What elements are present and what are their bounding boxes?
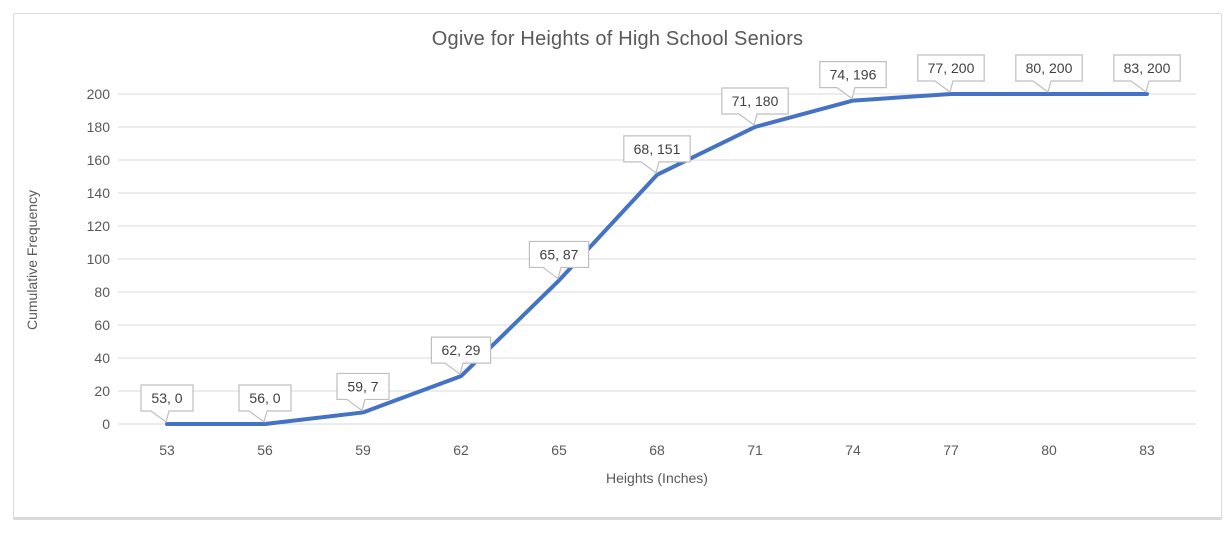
data-label-callout	[819, 61, 887, 100]
y-tick-label: 0	[102, 416, 110, 432]
data-label-text: 77, 200	[928, 60, 975, 76]
data-label-text: 62, 29	[442, 342, 481, 358]
data-label-callout	[238, 384, 292, 424]
x-axis-title: Heights (Inches)	[606, 470, 708, 486]
data-label-callout	[1113, 54, 1181, 94]
x-tick-label: 59	[355, 442, 371, 458]
x-tick-label: 77	[943, 442, 959, 458]
data-label-text: 56, 0	[249, 390, 280, 406]
data-label-text: 59, 7	[347, 378, 378, 394]
x-tick-label: 68	[649, 442, 665, 458]
data-label-callout	[430, 336, 492, 376]
data-label-callout	[1015, 54, 1083, 94]
x-tick-label: 71	[747, 442, 763, 458]
data-label-text: 83, 200	[1124, 60, 1171, 76]
x-tick-label: 53	[159, 442, 175, 458]
data-label-callout	[721, 87, 789, 127]
y-tick-label: 200	[87, 86, 111, 102]
data-label-text: 74, 196	[830, 67, 877, 83]
y-tick-label: 180	[87, 119, 111, 135]
y-tick-label: 140	[87, 185, 111, 201]
y-tick-label: 20	[94, 383, 110, 399]
x-tick-label: 74	[845, 442, 861, 458]
data-label-text: 53, 0	[151, 390, 182, 406]
chart-title: Ogive for Heights of High School Seniors	[431, 28, 804, 50]
chart-frame	[13, 13, 1222, 520]
data-label-callout	[140, 384, 194, 424]
data-label-callout	[623, 135, 691, 174]
data-label-text: 71, 180	[732, 93, 779, 109]
x-tick-label: 80	[1041, 442, 1057, 458]
y-tick-label: 160	[87, 152, 111, 168]
x-tick-label: 65	[551, 442, 567, 458]
x-tick-label: 83	[1139, 442, 1155, 458]
data-label-callout	[917, 54, 985, 94]
data-label-callout	[336, 372, 390, 412]
data-label-text: 68, 151	[634, 141, 681, 157]
data-label-text: 65, 87	[540, 246, 579, 262]
series-line	[165, 92, 1149, 426]
y-tick-label: 40	[94, 350, 110, 366]
x-tick-label: 56	[257, 442, 273, 458]
y-tick-label: 60	[94, 317, 110, 333]
x-tick-label: 62	[453, 442, 469, 458]
data-label-text: 80, 200	[1026, 60, 1073, 76]
y-tick-label: 80	[94, 284, 110, 300]
y-tick-label: 120	[87, 218, 111, 234]
data-label-callout	[528, 240, 590, 280]
y-tick-label: 100	[87, 251, 111, 267]
